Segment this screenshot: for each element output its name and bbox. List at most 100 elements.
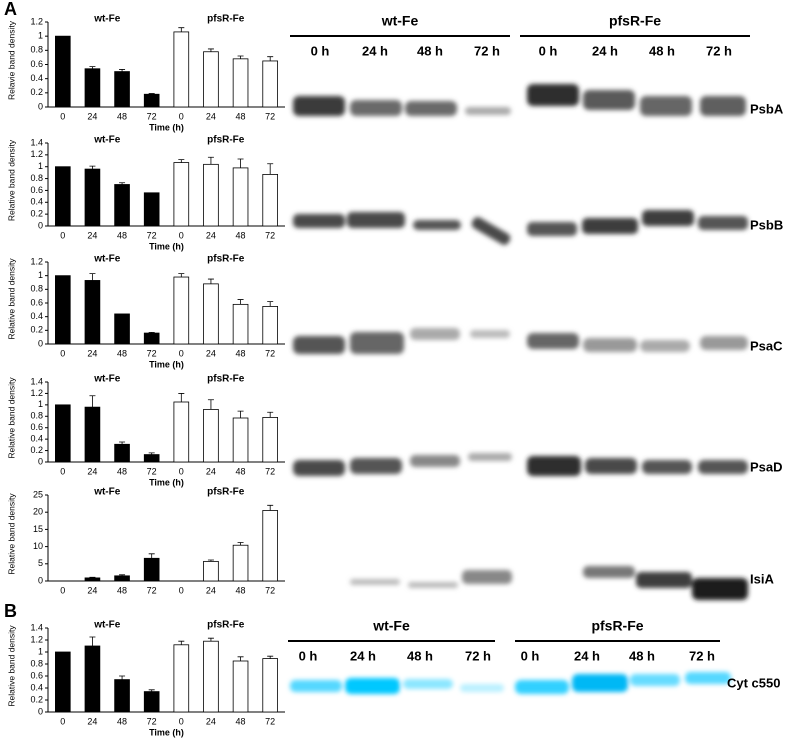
band xyxy=(698,216,748,230)
error-bar xyxy=(178,273,185,278)
y-tick-label: 0.4 xyxy=(30,73,43,83)
y-tick-label: 0.2 xyxy=(30,87,43,97)
band xyxy=(636,572,692,588)
error-bar xyxy=(178,27,185,32)
band xyxy=(290,680,342,692)
error-bar xyxy=(237,158,244,168)
x-axis-label: Time (h) xyxy=(149,241,184,251)
bar xyxy=(232,58,249,108)
error-bar xyxy=(237,410,244,418)
x-tick-label: 72 xyxy=(265,111,275,121)
lane-label: 0 h xyxy=(539,43,558,58)
bar xyxy=(232,303,249,345)
x-tick-label: 0 xyxy=(179,466,184,476)
y-tick-label: 0.4 xyxy=(30,311,43,321)
x-tick-label: 48 xyxy=(236,716,246,726)
x-tick-label: 24 xyxy=(87,230,97,240)
x-tick-label: 0 xyxy=(60,230,65,240)
x-axis-label: Time (h) xyxy=(149,122,184,132)
y-tick-label: 0.8 xyxy=(30,658,43,668)
y-tick-label: 1 xyxy=(38,399,43,409)
band xyxy=(582,218,638,234)
lane-label: 24 h xyxy=(362,43,388,58)
y-tick-label: 0.8 xyxy=(30,284,43,294)
y-tick-label: 0.6 xyxy=(30,670,43,680)
y-tick-label: 0.6 xyxy=(30,422,43,432)
y-tick-label: 0 xyxy=(38,101,43,111)
error-bar xyxy=(148,452,155,455)
y-tick-label: 0.2 xyxy=(30,209,43,219)
error-bar xyxy=(267,411,274,418)
y-axis-label: Relavie band density xyxy=(6,20,16,100)
x-tick-label: 24 xyxy=(87,348,97,358)
x-tick-label: 0 xyxy=(179,716,184,726)
y-tick-label: 5 xyxy=(38,558,43,568)
band xyxy=(527,222,577,236)
bar xyxy=(262,174,278,227)
bar xyxy=(232,417,249,463)
lane-label: 48 h xyxy=(649,43,675,58)
bar xyxy=(84,406,101,463)
error-bar xyxy=(89,636,96,646)
error-bar xyxy=(267,56,274,61)
error-bar xyxy=(237,656,244,661)
x-tick-label: 24 xyxy=(87,585,97,595)
x-tick-label: 72 xyxy=(147,716,157,726)
group-label: pfsR-Fe xyxy=(207,620,245,631)
error-bar xyxy=(237,542,244,546)
band xyxy=(527,333,579,349)
x-tick-label: 24 xyxy=(87,466,97,476)
bar xyxy=(262,510,278,582)
band xyxy=(345,678,400,694)
panel-label: A xyxy=(4,0,17,19)
x-tick-label: 48 xyxy=(117,111,127,121)
protein-label: PsbA xyxy=(750,101,784,116)
bar xyxy=(173,644,190,713)
y-tick-label: 1.2 xyxy=(30,149,43,159)
bar xyxy=(55,35,71,108)
y-tick-label: 15 xyxy=(33,524,43,534)
x-tick-label: 72 xyxy=(147,585,157,595)
bar xyxy=(203,640,219,713)
bar xyxy=(84,68,101,108)
error-bar xyxy=(207,48,214,52)
error-bar xyxy=(119,182,126,185)
blot-group-label: pfsR-Fe xyxy=(591,618,643,634)
blot-group-label: pfsR-Fe xyxy=(609,13,661,29)
error-bar xyxy=(237,55,244,59)
band xyxy=(515,680,569,694)
band xyxy=(471,217,511,245)
y-axis-label: Relative band density xyxy=(6,377,16,459)
y-tick-label: 0.6 xyxy=(30,59,43,69)
y-tick-label: 1.4 xyxy=(30,137,43,147)
x-tick-label: 48 xyxy=(236,585,246,595)
x-tick-label: 48 xyxy=(236,466,246,476)
x-tick-label: 48 xyxy=(236,230,246,240)
y-tick-label: 0 xyxy=(38,220,43,230)
band xyxy=(408,582,458,588)
group-label: wt-Fe xyxy=(93,254,121,265)
x-tick-label: 72 xyxy=(265,716,275,726)
band xyxy=(405,101,457,116)
lane-label: 24 h xyxy=(592,43,618,58)
group-label: pfsR-Fe xyxy=(207,374,245,385)
y-tick-label: 0 xyxy=(38,456,43,466)
bar xyxy=(55,404,71,463)
error-bar xyxy=(178,159,185,163)
bar xyxy=(262,306,278,345)
band xyxy=(572,674,628,692)
error-bar xyxy=(178,393,185,402)
band xyxy=(700,96,746,116)
band xyxy=(583,566,635,578)
x-axis-label: Time (h) xyxy=(149,359,184,369)
lane-label: 48 h xyxy=(407,648,433,663)
y-tick-label: 1 xyxy=(38,270,43,280)
y-tick-label: 0.2 xyxy=(30,445,43,455)
x-tick-label: 24 xyxy=(206,111,216,121)
x-tick-label: 48 xyxy=(117,230,127,240)
x-tick-label: 0 xyxy=(179,230,184,240)
bar xyxy=(84,577,101,582)
bar xyxy=(84,645,101,713)
band xyxy=(350,458,402,474)
y-tick-label: 1.4 xyxy=(30,376,43,386)
